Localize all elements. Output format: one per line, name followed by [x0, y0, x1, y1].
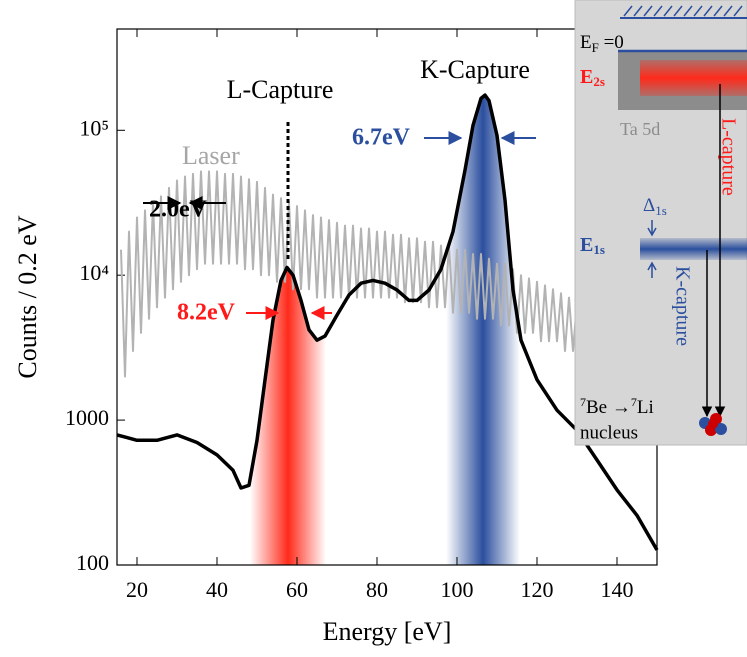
text: 2s — [593, 74, 605, 89]
x-tick-label: 20 — [126, 577, 148, 602]
text: 1s — [593, 242, 605, 257]
line — [116, 93, 659, 551]
y-tick-label: 10⁵ — [79, 115, 109, 140]
hatch — [623, 5, 743, 17]
x-tick-label: 100 — [441, 577, 474, 602]
l-band — [250, 95, 326, 565]
annotation: L-Capture — [227, 75, 334, 104]
nucleus-icon — [699, 413, 727, 436]
y-tick-label: 1000 — [65, 405, 109, 430]
y-tick-label: 100 — [76, 550, 109, 575]
x-tick-label: 80 — [366, 577, 388, 602]
x-tick-label: 120 — [521, 577, 554, 602]
text: 7 — [580, 395, 586, 409]
plot: 20 40 60 80 100 120 140 100 1000 10⁴ 10⁵ — [65, 29, 659, 602]
ta-label: Ta 5d — [620, 119, 660, 139]
text: E — [580, 234, 593, 256]
inset: EF =0 E2s Ta 5d L-capture Δ1s E1s K-capt… — [574, 0, 747, 446]
text: 1s — [655, 203, 667, 218]
annotation: K-Capture — [420, 55, 530, 84]
decay-label: 7Be →7Li — [580, 395, 654, 419]
fermi-label: EF =0 — [580, 32, 624, 55]
text: F — [592, 40, 599, 55]
e1s-level — [640, 238, 747, 260]
x-axis-label: Energy [eV] — [323, 617, 452, 646]
text: =0 — [599, 32, 624, 53]
l-capture-label: L-capture — [717, 118, 739, 196]
annotation: 6.7eV — [352, 125, 411, 151]
annotation: 8.2eV — [177, 300, 236, 326]
delta-label: Δ1s — [643, 195, 667, 218]
text: Li — [637, 397, 654, 418]
nucleus-label: nucleus — [580, 422, 638, 443]
text: E — [580, 66, 593, 88]
y-axis-label: Counts / 0.2 eV — [13, 215, 42, 378]
y-tick-label: 10⁴ — [79, 260, 109, 285]
text: Δ — [643, 195, 655, 216]
text: Be → — [586, 397, 631, 418]
k-capture-label: K-capture — [671, 266, 693, 346]
text: E — [580, 32, 592, 53]
e2s-level — [640, 60, 747, 96]
x-tick-label: 60 — [286, 577, 308, 602]
series-label: Laser — [182, 141, 240, 170]
e2s-label: E2s — [580, 66, 605, 89]
text: 7 — [631, 395, 637, 409]
e1s-label: E1s — [580, 234, 605, 257]
annotation: 2.0eV — [149, 197, 208, 223]
x-tick-label: 140 — [601, 577, 634, 602]
delta-arrows — [647, 220, 657, 278]
x-tick-label: 40 — [206, 577, 228, 602]
